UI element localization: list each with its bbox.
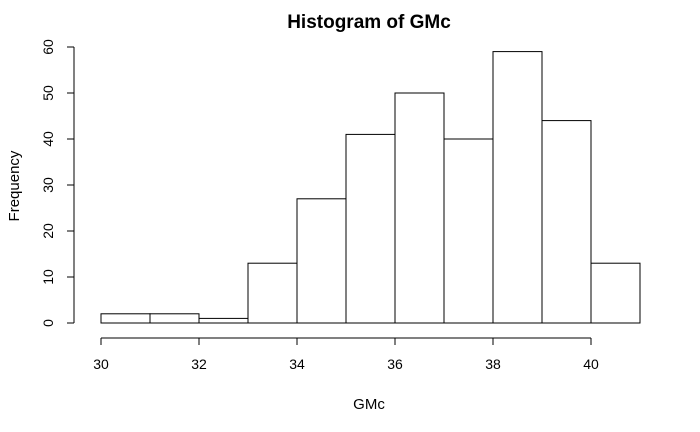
- histogram-bar-8: [492, 51, 543, 324]
- histogram-bar-0: [100, 313, 151, 324]
- histogram-bar-2: [198, 317, 249, 324]
- histogram-bar-5: [345, 133, 396, 324]
- histogram-bar-1: [149, 313, 200, 324]
- y-tick-label-0: 0: [40, 319, 56, 327]
- bars-group: [100, 51, 641, 324]
- y-tick-label-40: 40: [40, 131, 56, 147]
- y-tick-label-60: 60: [40, 39, 56, 55]
- x-tick-label-34: 34: [289, 356, 305, 372]
- histogram-bar-9: [541, 120, 592, 324]
- histogram-bar-4: [296, 198, 347, 324]
- y-axis-label: Frequency: [6, 150, 23, 221]
- x-tick-label-40: 40: [583, 356, 599, 372]
- y-axis: 0 10 20 30 40 50 60: [40, 39, 75, 327]
- y-tick-label-10: 10: [40, 269, 56, 285]
- x-axis-label: GMc: [353, 396, 385, 413]
- x-tick-label-36: 36: [387, 356, 403, 372]
- x-tick-label-30: 30: [93, 356, 109, 372]
- x-axis: 30 32 34 36 38 40: [93, 337, 599, 372]
- chart-title: Histogram of GMc: [287, 12, 451, 33]
- histogram-bar-7: [443, 138, 494, 324]
- y-tick-label-30: 30: [40, 177, 56, 193]
- y-tick-label-50: 50: [40, 85, 56, 101]
- histogram-bar-6: [394, 92, 445, 324]
- histogram-bar-3: [247, 262, 298, 324]
- histogram-bar-10: [590, 262, 641, 324]
- x-tick-label-32: 32: [191, 356, 207, 372]
- y-tick-label-20: 20: [40, 223, 56, 239]
- x-tick-label-38: 38: [485, 356, 501, 372]
